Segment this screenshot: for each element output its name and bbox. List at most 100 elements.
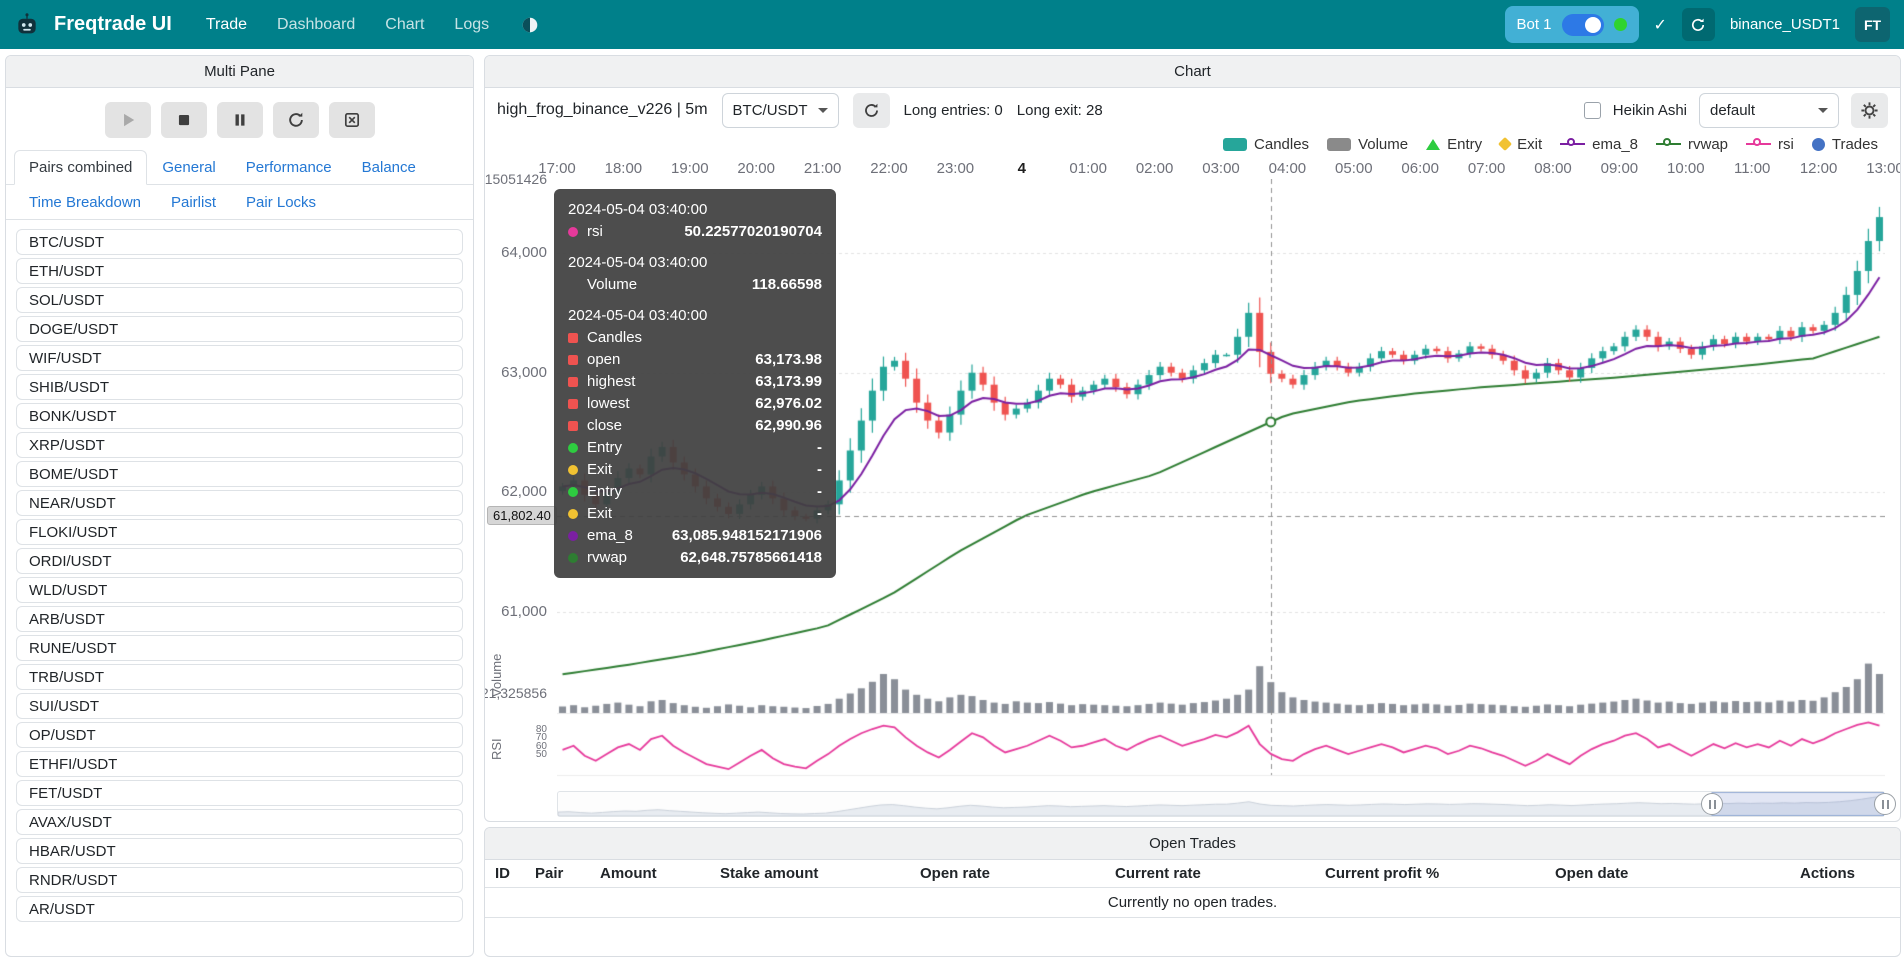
tooltip-value: 62,976.02 <box>755 395 822 412</box>
entry-marker-icon <box>568 442 578 453</box>
rvwap-marker-icon <box>568 552 578 563</box>
time-tick: 21:00 <box>803 160 842 177</box>
pair-item-trb-usdt[interactable]: TRB/USDT <box>16 664 463 690</box>
pair-item-rndr-usdt[interactable]: RNDR/USDT <box>16 867 463 893</box>
long-entries-label: Long entries: 0 <box>903 101 1003 119</box>
rsi-tick: 70 <box>535 732 547 744</box>
tooltip-value: - <box>817 505 822 522</box>
tab-pairlist[interactable]: Pairlist <box>171 194 217 211</box>
gear-icon <box>1861 101 1878 119</box>
pair-item-shib-usdt[interactable]: SHIB/USDT <box>16 374 463 400</box>
play-button[interactable] <box>104 102 151 138</box>
tooltip-label: Candles <box>587 329 643 346</box>
legend-volume[interactable]: Volume <box>1327 136 1408 153</box>
nav-link-trade[interactable]: Trade <box>205 15 248 33</box>
datazoom-handle-right[interactable] <box>1874 793 1896 815</box>
tooltip-label: rvwap <box>587 549 628 566</box>
pause-button[interactable] <box>216 102 263 138</box>
pair-item-eth-usdt[interactable]: ETH/USDT <box>16 258 463 284</box>
pair-item-avax-usdt[interactable]: AVAX/USDT <box>16 809 463 835</box>
datazoom-handle-left[interactable] <box>1701 793 1724 815</box>
user-avatar[interactable]: FT <box>1855 7 1890 42</box>
pair-item-arb-usdt[interactable]: ARB/USDT <box>16 606 463 632</box>
plot-settings-button[interactable] <box>1851 92 1888 128</box>
plot-config-select[interactable]: default <box>1699 92 1839 128</box>
marker-circle <box>1753 138 1762 146</box>
clear-button[interactable] <box>328 102 375 138</box>
pair-item-fet-usdt[interactable]: FET/USDT <box>16 780 463 806</box>
time-tick: 23:00 <box>936 160 975 177</box>
tab-pair-locks[interactable]: Pair Locks <box>246 194 317 211</box>
pair-item-ordi-usdt[interactable]: ORDI/USDT <box>16 548 463 574</box>
legend-label: ema_8 <box>1592 135 1639 153</box>
stop-button[interactable] <box>160 102 207 138</box>
tooltip-value: 63,085.948152171906 <box>671 527 822 544</box>
nav-link-chart[interactable]: Chart <box>385 15 425 33</box>
legend-rvwap[interactable]: rvwap <box>1656 136 1728 153</box>
legend-label: Entry <box>1447 135 1483 153</box>
pair-item-wif-usdt[interactable]: WIF/USDT <box>16 345 463 371</box>
legend-exit[interactable]: Exit <box>1498 136 1542 153</box>
refresh-icon <box>864 103 878 117</box>
pair-item-floki-usdt[interactable]: FLOKI/USDT <box>16 519 463 545</box>
pair-item-hbar-usdt[interactable]: HBAR/USDT <box>16 838 463 864</box>
pair-item-ethfi-usdt[interactable]: ETHFI/USDT <box>16 751 463 777</box>
pair-item-btc-usdt[interactable]: BTC/USDT <box>16 229 463 255</box>
pair-select-value: BTC/USDT <box>732 101 808 119</box>
tab-time-breakdown[interactable]: Time Breakdown <box>29 194 141 211</box>
theme-toggle-icon[interactable] <box>521 16 539 34</box>
legend-trades[interactable]: Trades <box>1811 136 1878 153</box>
pair-item-xrp-usdt[interactable]: XRP/USDT <box>16 432 463 458</box>
pair-select[interactable]: BTC/USDT <box>721 92 839 128</box>
pair-item-bome-usdt[interactable]: BOME/USDT <box>16 461 463 487</box>
refresh-button[interactable] <box>272 102 319 138</box>
pair-item-rune-usdt[interactable]: RUNE/USDT <box>16 635 463 661</box>
chart-refresh-button[interactable] <box>852 92 890 128</box>
pair-item-doge-usdt[interactable]: DOGE/USDT <box>16 316 463 342</box>
plot-config-value: default <box>1710 101 1756 119</box>
triangle-marker-icon <box>1426 138 1441 150</box>
tooltip-value: - <box>817 483 822 500</box>
legend-rsi[interactable]: rsi <box>1746 136 1794 153</box>
time-tick: 08:00 <box>1534 160 1572 177</box>
column-header-id: ID <box>485 860 525 888</box>
column-header-current-rate: Current rate <box>1105 860 1315 888</box>
bot-toggle[interactable] <box>1561 13 1604 36</box>
nav-link-logs[interactable]: Logs <box>454 15 490 33</box>
rect-marker-icon <box>1327 137 1352 151</box>
legend-ema-8[interactable]: ema_8 <box>1560 136 1638 153</box>
pair-item-near-usdt[interactable]: NEAR/USDT <box>16 490 463 516</box>
legend-label: Candles <box>1254 135 1310 153</box>
tab-general[interactable]: General <box>162 159 216 176</box>
price-tick: 62,000 <box>501 483 547 501</box>
legend-entry[interactable]: Entry <box>1426 136 1482 153</box>
multi-pane-panel: Multi Pane Pairs combined General Performa… <box>5 55 474 957</box>
nav-link-dashboard[interactable]: Dashboard <box>277 15 356 33</box>
bot-selector[interactable]: Bot 1 <box>1504 6 1639 43</box>
tab-pairs-combined[interactable]: Pairs combined <box>14 150 148 185</box>
pair-item-sol-usdt[interactable]: SOL/USDT <box>16 287 463 313</box>
pause-icon <box>235 114 244 126</box>
handle-bar <box>1713 799 1716 809</box>
pair-item-wld-usdt[interactable]: WLD/USDT <box>16 577 463 603</box>
time-axis: 17:00 18:00 19:00 20:00 21:00 22:00 23:00 4 01:0… <box>538 160 1900 178</box>
tooltip-date: 2024-05-04 03:40:00 <box>568 254 708 271</box>
refresh-all-button[interactable] <box>1681 8 1715 41</box>
axis-top-label: 515051426 <box>484 171 547 187</box>
pair-item-bonk-usdt[interactable]: BONK/USDT <box>16 403 463 429</box>
pair-item-sui-usdt[interactable]: SUI/USDT <box>16 693 463 719</box>
rsi-marker-icon <box>568 226 578 237</box>
tooltip-row-candles: Candles <box>568 329 822 346</box>
long-exit-label: Long exit: 28 <box>1016 101 1103 119</box>
highest-marker-icon <box>568 376 578 387</box>
pair-item-ar-usdt[interactable]: AR/USDT <box>16 896 463 922</box>
navbar-left: Freqtrade UI Trade Dashboard Chart Logs <box>14 12 539 38</box>
pair-item-op-usdt[interactable]: OP/USDT <box>16 722 463 748</box>
tab-balance[interactable]: Balance <box>361 159 416 176</box>
heikin-ashi-checkbox[interactable] <box>1583 101 1601 119</box>
legend-candles[interactable]: Candles <box>1223 136 1309 153</box>
datazoom-slider[interactable] <box>557 791 1885 817</box>
lowest-marker-icon <box>568 398 578 409</box>
tab-performance[interactable]: Performance <box>245 159 332 176</box>
rect-marker-icon <box>1223 137 1248 151</box>
